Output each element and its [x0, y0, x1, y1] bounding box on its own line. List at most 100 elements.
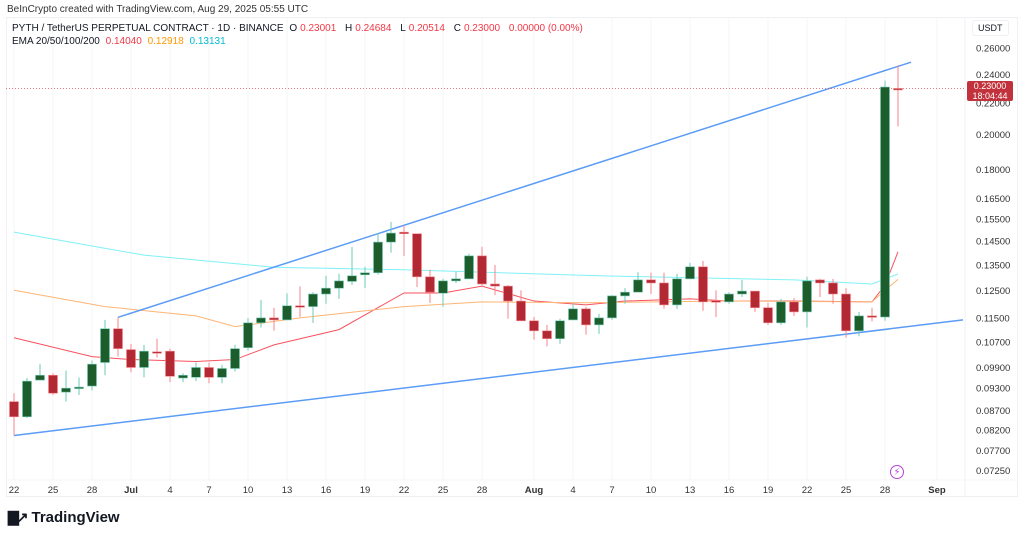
candle — [451, 271, 461, 283]
candle — [61, 370, 71, 402]
currency-unit-label[interactable]: USDT — [972, 20, 1009, 36]
candle — [763, 302, 773, 325]
high-label: H — [345, 23, 353, 34]
date-tick-label: 22 — [399, 485, 410, 496]
date-tick-label: 28 — [87, 485, 98, 496]
candle — [386, 221, 396, 253]
candle-body — [217, 368, 227, 378]
candle — [217, 364, 227, 384]
candle-body — [867, 315, 877, 318]
open-label: O — [289, 23, 298, 34]
price-tick-label: 0.12500 — [976, 286, 1010, 297]
date-tick-label: 16 — [724, 485, 735, 496]
candle — [581, 306, 591, 335]
candle — [633, 272, 643, 293]
candle — [399, 225, 409, 256]
tradingview-logo-text: TradingView — [31, 509, 120, 526]
trendline-lower — [13, 319, 964, 437]
date-tick-label: 10 — [646, 485, 657, 496]
candle — [542, 324, 552, 347]
candle-body — [126, 349, 136, 368]
candle — [594, 313, 604, 334]
date-tick-label: 19 — [763, 485, 774, 496]
candle — [789, 298, 799, 316]
candle-body — [152, 351, 162, 354]
price-tick-label: 0.08700 — [976, 406, 1010, 417]
candle-body — [321, 287, 331, 295]
ema-label[interactable]: EMA 20/50/100/200 — [12, 36, 100, 47]
candle — [178, 373, 188, 383]
candle — [334, 273, 344, 299]
symbol-title[interactable]: PYTH / TetherUS PERPETUAL CONTRACT · 1D … — [12, 23, 284, 34]
date-tick-label: 22 — [9, 485, 20, 496]
candle — [776, 298, 786, 325]
candle — [9, 393, 19, 436]
candle-body — [542, 330, 552, 339]
price-tick-label: 0.13500 — [976, 260, 1010, 271]
chart-panel[interactable] — [6, 17, 1018, 497]
candle-body — [22, 380, 32, 418]
candle — [672, 273, 682, 309]
date-tick-label: 25 — [841, 485, 852, 496]
candle — [711, 290, 721, 318]
candle — [321, 275, 331, 304]
date-tick-label: 25 — [48, 485, 59, 496]
price-tick-label: 0.07700 — [976, 446, 1010, 457]
low-label: L — [400, 23, 406, 34]
candle — [503, 285, 513, 319]
date-tick-label: 16 — [321, 485, 332, 496]
candle-body — [269, 317, 279, 321]
candle — [256, 299, 266, 328]
candle-body — [594, 317, 604, 326]
chart-credit: BeInCrypto created with TradingView.com,… — [7, 4, 309, 15]
date-tick-label: Sep — [928, 485, 946, 496]
candle — [87, 360, 97, 391]
candle-body — [789, 301, 799, 313]
candle-body — [87, 363, 97, 387]
candle-body — [451, 278, 461, 282]
ema50-value: 0.12918 — [147, 36, 184, 47]
price-tick-label: 0.08200 — [976, 425, 1010, 436]
candle — [165, 348, 175, 383]
date-tick-label: 10 — [243, 485, 254, 496]
candle — [139, 344, 149, 378]
candle-body — [191, 367, 201, 378]
candle — [516, 290, 526, 322]
candle-body — [568, 308, 578, 321]
date-tick-label: 4 — [167, 485, 172, 496]
date-tick-label: Jul — [124, 485, 138, 496]
candle-body — [178, 374, 188, 379]
candle — [191, 362, 201, 382]
candle-body — [581, 308, 591, 326]
date-tick-label: 4 — [570, 485, 575, 496]
date-tick-label: 7 — [609, 485, 614, 496]
price-tick-label: 0.26000 — [976, 43, 1010, 54]
candle-body — [61, 387, 71, 393]
candle — [815, 278, 825, 297]
candle-body — [373, 241, 383, 274]
candle — [490, 264, 500, 296]
candle-body — [477, 255, 487, 285]
lightning-icon[interactable]: ⚡︎ — [890, 465, 904, 479]
candle-body — [230, 348, 240, 369]
candle-body — [386, 232, 396, 243]
candle-body — [412, 233, 422, 278]
candle — [412, 233, 422, 288]
price-tick-label: 0.09300 — [976, 384, 1010, 395]
candle — [529, 317, 539, 340]
candle — [243, 317, 253, 351]
price-tick-label: 0.10700 — [976, 337, 1010, 348]
candle — [737, 279, 747, 297]
candle — [828, 278, 838, 304]
candle — [269, 307, 279, 331]
date-tick-label: 13 — [685, 485, 696, 496]
price-tick-label: 0.18000 — [976, 165, 1010, 176]
candle-body — [828, 282, 838, 295]
close-label: C — [453, 23, 461, 34]
candle — [438, 278, 448, 307]
candle-body — [243, 322, 253, 348]
candle-body — [490, 283, 500, 287]
candle — [854, 311, 864, 337]
candle — [373, 233, 383, 275]
